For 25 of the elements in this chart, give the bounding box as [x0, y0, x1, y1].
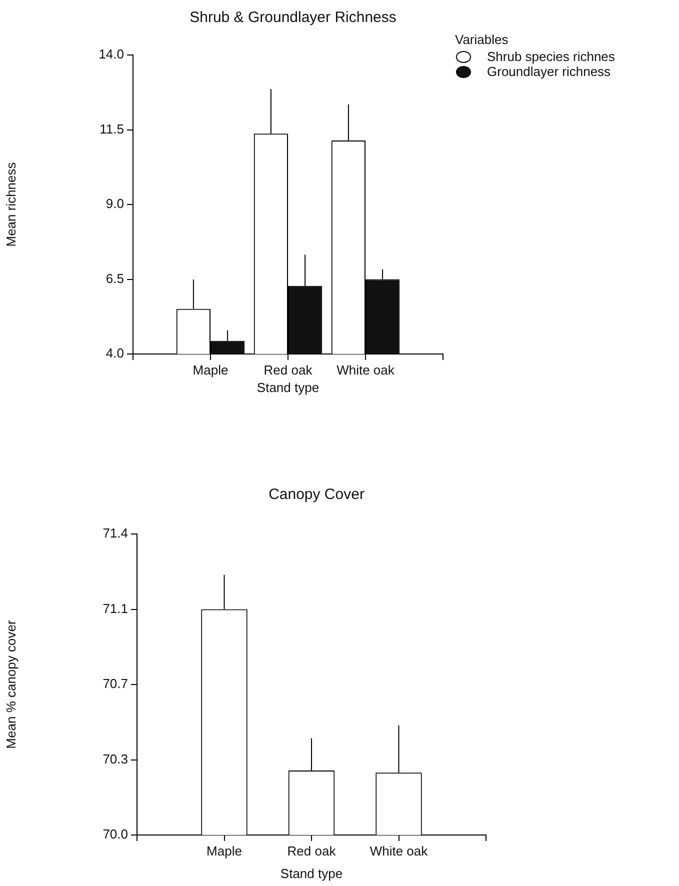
- y-tick-label: 14.0: [98, 46, 124, 62]
- y-tick-label: 70.3: [102, 751, 128, 766]
- x-tick-label: Maple: [206, 843, 242, 858]
- legend-label: Groundlayer richness: [487, 64, 611, 79]
- y-axis-title: Mean richness: [3, 162, 18, 247]
- x-tick-label: Maple: [192, 362, 228, 378]
- chart-title: Shrub & Groundlayer Richness: [190, 9, 396, 26]
- x-tick-label: White oak: [336, 362, 395, 378]
- y-tick-label: 11.5: [100, 121, 124, 136]
- x-axis-title: Stand type: [280, 866, 343, 881]
- x-tick-label: Red oak: [264, 362, 313, 378]
- y-tick-label: 71.4: [102, 526, 128, 541]
- y-tick-label: 71.1: [102, 600, 128, 616]
- x-axis-title: Stand type: [256, 380, 320, 395]
- y-axis-title: Mean % canopy cover: [3, 620, 18, 749]
- x-tick-label: White oak: [370, 843, 428, 858]
- y-tick-label: 4.0: [106, 346, 124, 361]
- y-tick-label: 70.7: [102, 676, 128, 692]
- x-tick-label: Red oak: [287, 843, 336, 858]
- y-tick-label: 9.0: [106, 196, 124, 212]
- text: Shrub species richnes: [487, 49, 615, 64]
- legend-title: Variables: [455, 32, 510, 47]
- y-tick-label: 6.5: [106, 270, 124, 286]
- y-tick-label: 70.0: [102, 826, 128, 842]
- chart-title: Canopy Cover: [268, 486, 364, 504]
